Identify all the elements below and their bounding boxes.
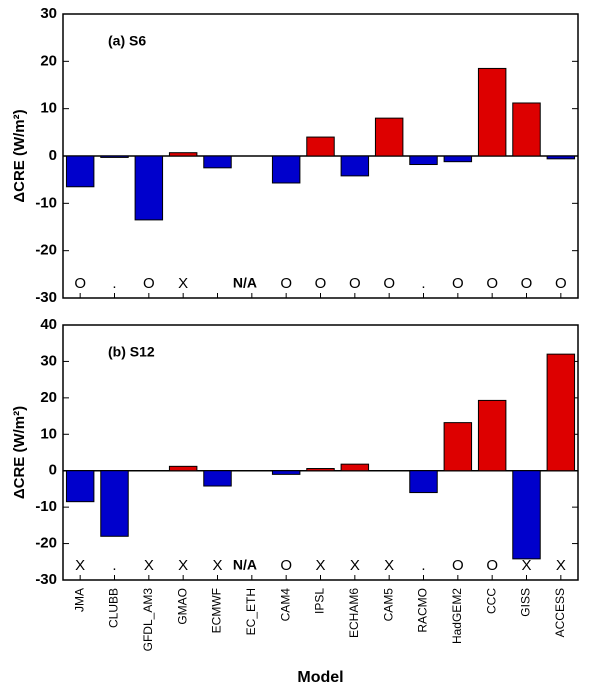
y-tick-label: -30 [35, 289, 57, 306]
bar [134, 155, 164, 221]
y-tick-label: 10 [40, 100, 57, 117]
na-label: N/A [233, 557, 257, 573]
x-tick-label: GFDL_AM3 [141, 588, 155, 652]
y-tick-label: -30 [35, 571, 57, 588]
y-tick-label: 0 [49, 147, 57, 164]
marker: . [112, 275, 116, 292]
y-tick-label: -10 [35, 194, 57, 211]
marker: O [143, 275, 155, 292]
x-tick-label: ECHAM6 [347, 588, 361, 638]
x-tick-label: CAM4 [278, 588, 292, 622]
marker: O [349, 275, 361, 292]
marker: X [315, 557, 325, 574]
na-label: N/A [233, 275, 257, 291]
y-tick-label: -20 [35, 242, 57, 259]
marker: X [178, 557, 188, 574]
bar [409, 155, 438, 166]
marker: X [178, 275, 188, 292]
marker: O [315, 275, 327, 292]
bar [374, 117, 404, 157]
marker: . [112, 557, 116, 574]
bar [168, 152, 198, 157]
bar [306, 468, 335, 472]
y-tick-label: 30 [40, 352, 57, 369]
y-tick-label: 0 [49, 462, 57, 479]
marker: . [421, 275, 425, 292]
bar [100, 470, 129, 537]
panel-label: (b) S12 [108, 344, 155, 360]
x-axis-label: Model [297, 669, 343, 686]
bar [100, 155, 129, 158]
x-tick-label: GMAO [175, 588, 189, 625]
bar [477, 399, 507, 472]
y-tick-label: -20 [35, 535, 57, 552]
marker: O [486, 557, 498, 574]
x-tick-label: CAM5 [381, 588, 395, 622]
bar [65, 470, 95, 503]
marker: O [486, 275, 498, 292]
bar [340, 155, 370, 177]
x-tick-label: RACMO [416, 588, 430, 633]
marker: X [75, 557, 85, 574]
bar [546, 353, 576, 472]
marker: O [280, 557, 292, 574]
marker: . [421, 557, 425, 574]
y-tick-label: 20 [40, 52, 57, 69]
marker: O [74, 275, 86, 292]
plot-frame [62, 324, 579, 581]
bar [443, 422, 473, 472]
bar [546, 155, 576, 160]
bar [409, 470, 438, 494]
x-tick-label: HadGEM2 [450, 588, 464, 644]
bar [306, 136, 335, 157]
x-tick-label: EC_ETH [244, 588, 258, 635]
bar [203, 470, 232, 487]
y-axis-label: ΔCRE (W/m²) [11, 109, 28, 202]
plot-frame [62, 13, 579, 299]
marker: O [383, 275, 395, 292]
x-tick-label: GISS [519, 588, 533, 617]
marker: X [350, 557, 360, 574]
marker: X [384, 557, 394, 574]
x-tick-label: ECMWF [210, 588, 224, 633]
marker: X [212, 557, 222, 574]
x-tick-label: CCC [484, 588, 498, 614]
bar [65, 155, 95, 188]
bar [168, 465, 198, 472]
marker: O [452, 275, 464, 292]
marker: O [521, 275, 533, 292]
y-tick-label: 30 [40, 5, 57, 22]
bar [340, 463, 370, 472]
y-axis-label: ΔCRE (W/m²) [11, 406, 28, 499]
bar [271, 470, 301, 475]
marker: O [555, 275, 567, 292]
marker: X [144, 557, 154, 574]
y-tick-label: -10 [35, 498, 57, 515]
bar [512, 102, 541, 157]
x-tick-label: CLUBB [107, 588, 121, 628]
marker: O [280, 275, 292, 292]
x-tick-label: IPSL [313, 588, 327, 614]
bar [512, 470, 541, 560]
marker: O [452, 557, 464, 574]
y-tick-label: 10 [40, 425, 57, 442]
marker: X [521, 557, 531, 574]
x-tick-label: ACCESS [553, 588, 567, 637]
marker: X [556, 557, 566, 574]
bar [477, 67, 507, 157]
panel-label: (a) S6 [108, 33, 146, 49]
bar [203, 155, 232, 169]
bar [443, 155, 473, 163]
bar [271, 155, 301, 184]
y-tick-label: 40 [40, 316, 57, 333]
y-tick-label: 20 [40, 389, 57, 406]
x-tick-label: JMA [72, 588, 86, 612]
